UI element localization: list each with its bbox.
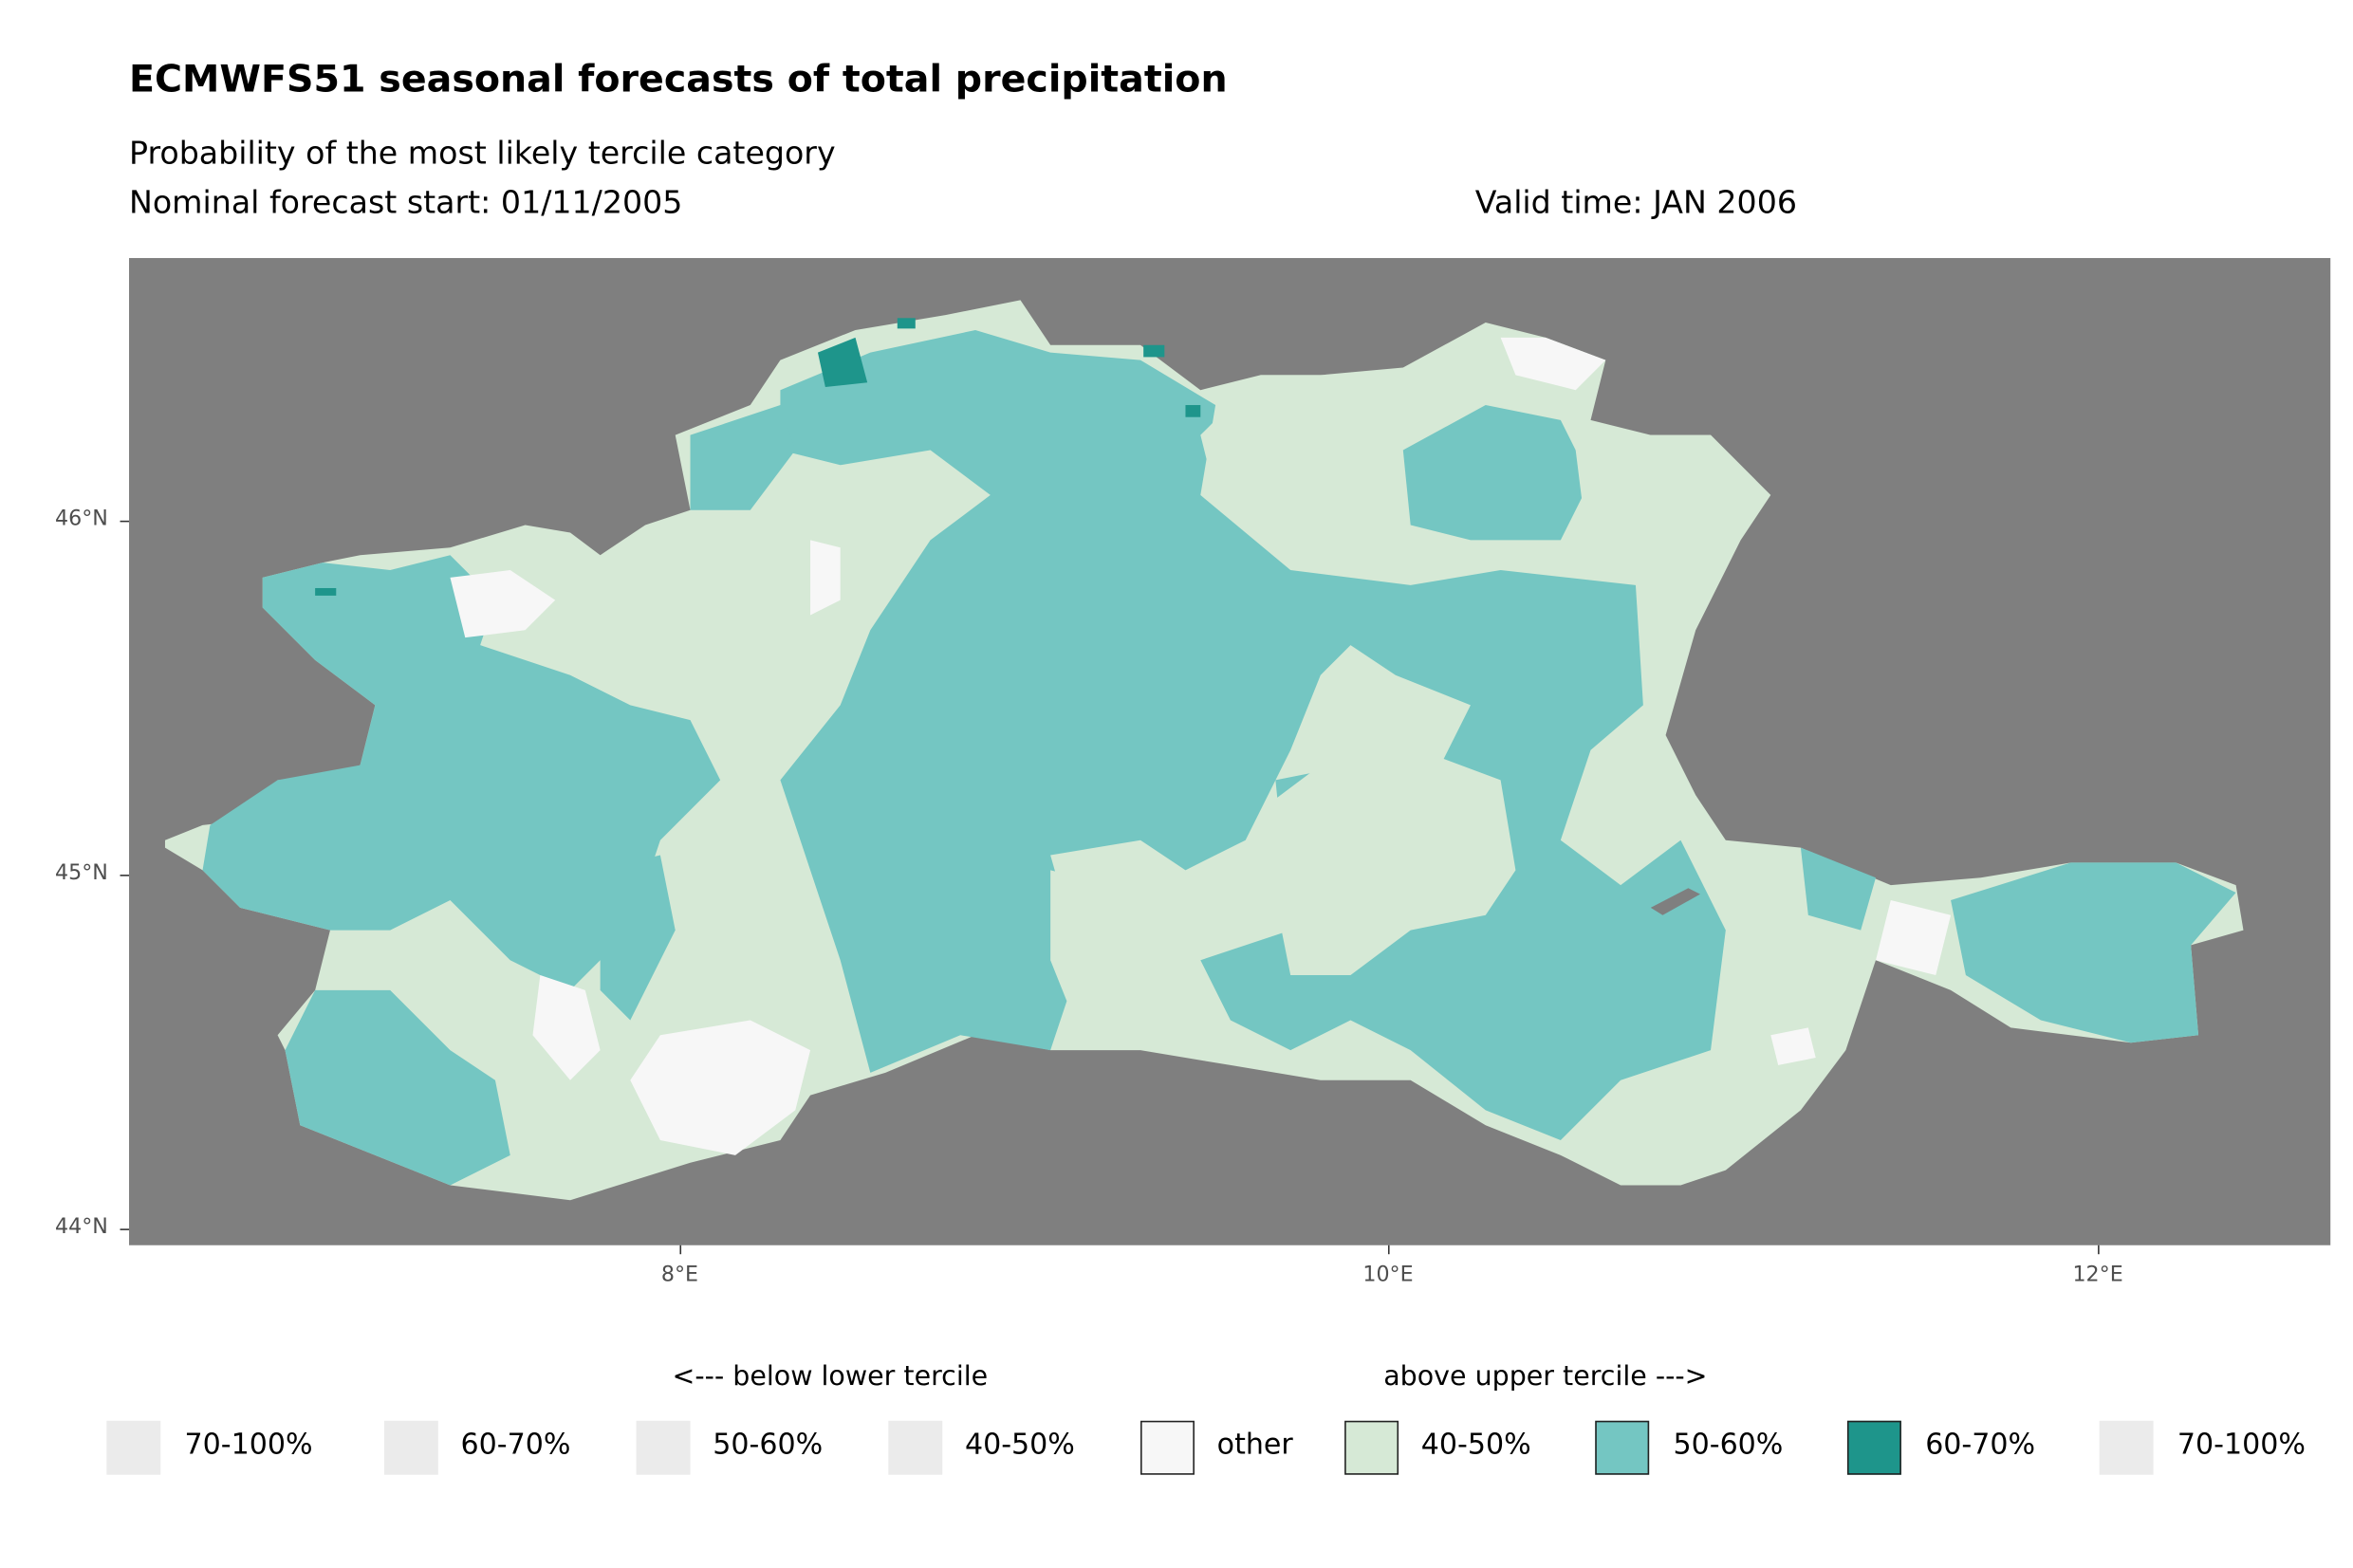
chart-title: ECMWFS51 seasonal forecasts of total pre… xyxy=(129,57,1228,101)
region-other xyxy=(1875,899,1952,976)
legend-label: 50-60% xyxy=(713,1428,824,1462)
region-above-50-60 xyxy=(1800,847,1876,931)
region-other xyxy=(810,540,841,616)
legend-key-above-40-50 xyxy=(1344,1420,1399,1475)
y-tick-mark xyxy=(120,520,130,523)
y-tick-label: 46°N xyxy=(55,507,108,531)
valid-time: Valid time: JAN 2006 xyxy=(1474,184,1797,221)
legend-label: other xyxy=(1216,1428,1293,1462)
region-above-60-70 xyxy=(1185,405,1201,417)
x-tick-mark xyxy=(679,1245,682,1255)
region-above-40-50 xyxy=(1200,375,1381,541)
legend-key-above-70-100 xyxy=(2099,1420,2154,1475)
legend-title-below: <--- below lower tercile xyxy=(672,1360,989,1393)
legend-key-above-60-70 xyxy=(1846,1420,1901,1475)
region-other xyxy=(532,975,601,1080)
y-tick-mark xyxy=(120,1228,130,1230)
y-tick-label: 45°N xyxy=(55,860,108,886)
x-tick-mark xyxy=(2098,1245,2100,1255)
region-above-60-70 xyxy=(315,587,337,596)
region-above-60-70 xyxy=(1143,344,1165,358)
legend-key-above-50-60 xyxy=(1595,1420,1650,1475)
region-above-60-70 xyxy=(817,337,868,388)
legend-label: 70-100% xyxy=(2177,1428,2306,1462)
region-other xyxy=(1500,337,1606,391)
map-panel xyxy=(129,258,2331,1245)
region-above-50-60 xyxy=(202,555,721,990)
x-tick-label: 8°E xyxy=(660,1263,699,1288)
region-above-50-60 xyxy=(1951,862,2236,1043)
region-above-50-60 xyxy=(285,989,510,1186)
chart-subtitle: Probability of the most likely tercile c… xyxy=(129,135,836,172)
legend-label: 60-70% xyxy=(1925,1428,2036,1462)
x-tick-label: 10°E xyxy=(1362,1263,1414,1288)
region-above-40-50 xyxy=(1050,870,1126,1036)
legend-key-below-50-60 xyxy=(636,1420,691,1475)
x-tick-label: 12°E xyxy=(2072,1263,2123,1288)
water-body xyxy=(1650,888,1700,915)
legend-title-above: above upper tercile ---> xyxy=(1383,1360,1708,1393)
forecast-start: Nominal forecast start: 01/11/2005 xyxy=(129,184,683,221)
region-other xyxy=(1770,1027,1816,1065)
legend-label: 70-100% xyxy=(184,1428,313,1462)
region-above-40-50 xyxy=(1260,757,1516,976)
map-svg xyxy=(164,300,2244,1201)
region-above-40-50 xyxy=(1575,434,1756,585)
legend-label: 40-50% xyxy=(1420,1428,1531,1462)
y-tick-mark xyxy=(120,875,130,876)
region-other xyxy=(630,1020,811,1155)
legend-key-below-70-100 xyxy=(106,1420,161,1475)
region-other xyxy=(450,570,556,638)
region-above-50-60 xyxy=(1402,405,1591,541)
legend-key-below-40-50 xyxy=(888,1420,943,1475)
legend-label: 40-50% xyxy=(964,1428,1075,1462)
region-above-50-60 xyxy=(690,405,796,510)
region-above-50-60 xyxy=(780,329,1726,1141)
legend-key-below-60-70 xyxy=(383,1420,438,1475)
legend-label: 60-70% xyxy=(460,1428,571,1462)
region-above-60-70 xyxy=(897,318,916,329)
x-tick-mark xyxy=(1387,1245,1390,1255)
legend-key-other xyxy=(1140,1420,1195,1475)
region-above-50-60 xyxy=(600,855,676,1021)
y-tick-label: 44°N xyxy=(55,1215,108,1240)
legend-label: 50-60% xyxy=(1673,1428,1784,1462)
